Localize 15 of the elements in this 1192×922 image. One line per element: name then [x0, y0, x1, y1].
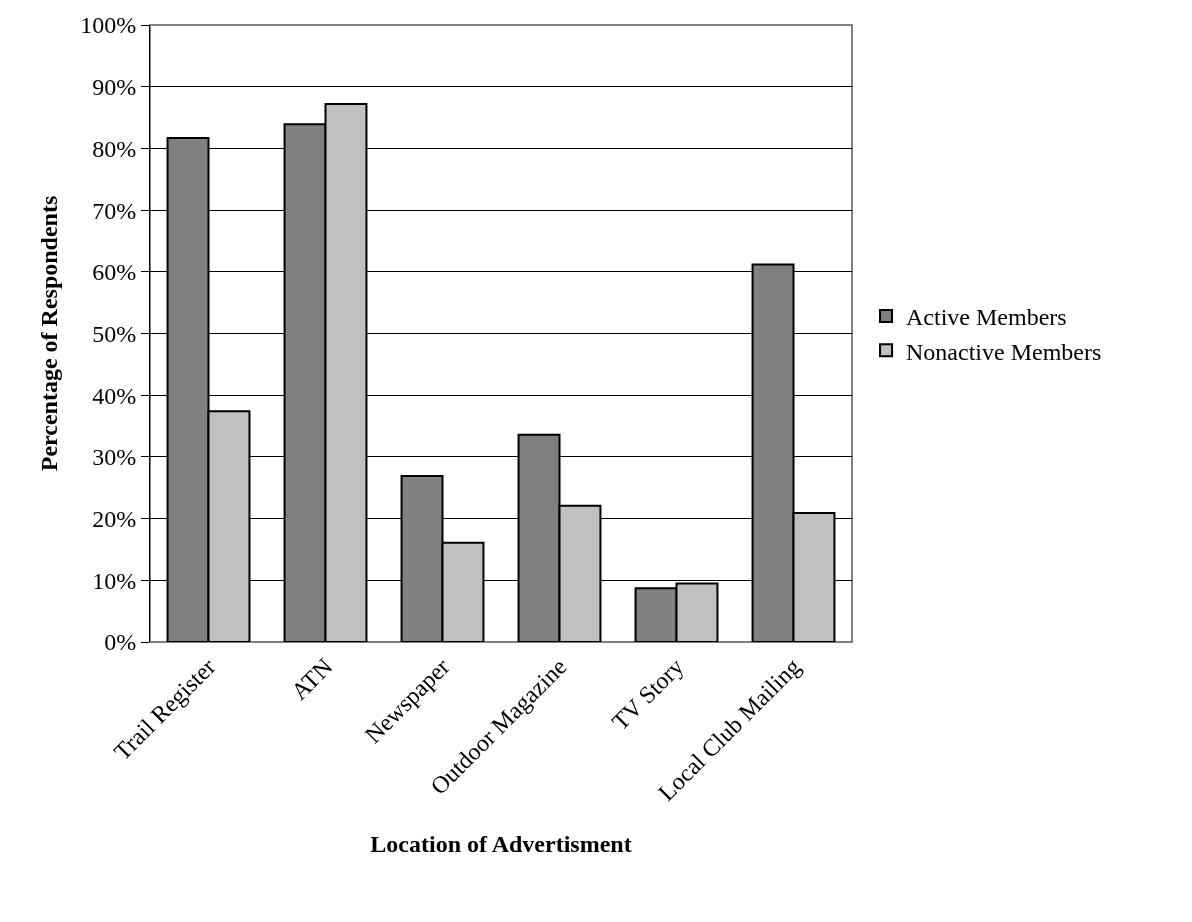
- y-tick-label: 20%: [92, 506, 137, 532]
- x-axis-title: Location of Advertisment: [370, 830, 632, 857]
- y-axis-title: Percentage of Respondents: [36, 195, 63, 472]
- y-tick-label: 30%: [92, 444, 137, 471]
- y-tick-label: 10%: [92, 567, 137, 594]
- y-tick-label: 80%: [92, 135, 137, 162]
- y-tick-label: 70%: [92, 197, 137, 224]
- legend-label: Active Members: [906, 304, 1067, 331]
- y-tick-label: 60%: [92, 259, 137, 286]
- y-tick-label: 50%: [92, 320, 137, 347]
- y-tick-label: 90%: [92, 74, 137, 101]
- y-tick-label: 100%: [80, 12, 137, 39]
- y-tick-label: 0%: [104, 629, 137, 656]
- legend-label: Nonactive Members: [906, 338, 1102, 365]
- y-tick-label: 40%: [92, 382, 137, 409]
